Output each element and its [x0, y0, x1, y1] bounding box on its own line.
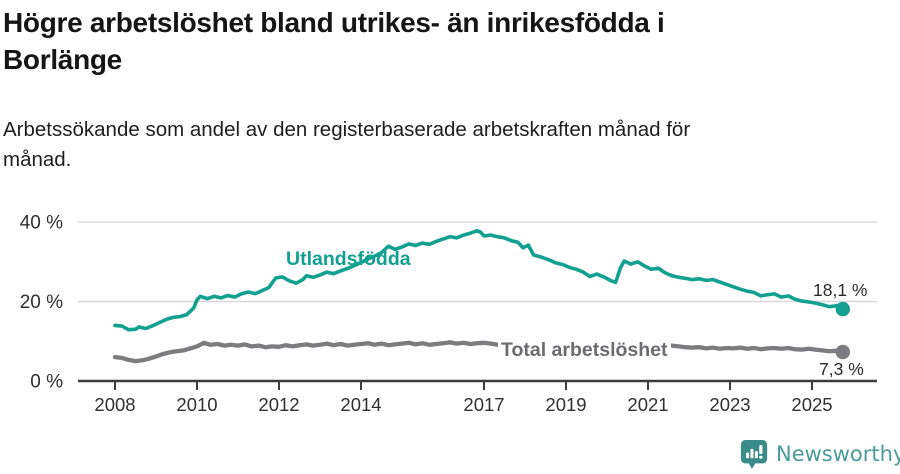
line-chart: 0 % 20 % 40 % 2008 2010 2012 2014 2017 2019 2021 2…	[20, 213, 877, 415]
brand-name: Newsworthy	[776, 442, 900, 466]
end-value-label-total: 7,3 %	[819, 359, 864, 379]
newsworthy-brand-link[interactable]: Newsworthy	[739, 438, 900, 470]
end-value-label-utlandsfodda: 18,1 %	[813, 280, 868, 300]
series-line-total	[112, 339, 845, 364]
chart-subtitle: Arbetssökande som andel av den registerb…	[3, 115, 843, 175]
chart-subtitle-line2: månad.	[3, 148, 72, 171]
series-line-utlandsfodda	[113, 228, 845, 332]
y-tick-label: 0 %	[30, 372, 63, 393]
chart-subtitle-line1: Arbetssökande som andel av den registerb…	[3, 118, 691, 141]
x-tick-label: 2010	[176, 394, 217, 415]
series-label-total-arbetsloshet: Total arbetslöshet	[498, 339, 671, 362]
page-title: Högre arbetslöshet bland utrikes- än inr…	[3, 4, 883, 78]
series-end-dot-total	[835, 344, 850, 360]
x-tick-label: 2017	[463, 394, 504, 415]
x-tick-label: 2025	[791, 394, 832, 415]
x-tick-label: 2014	[340, 394, 381, 415]
x-tick-label: 2019	[545, 394, 586, 415]
y-tick-label: 40 %	[20, 213, 63, 234]
x-tick-label: 2008	[94, 394, 135, 415]
chart-svg: 0 % 20 % 40 % 2008 2010 2012 2014 2017 2019 2021 2…	[20, 213, 877, 415]
page-title-line2: Borlänge	[3, 44, 122, 75]
series-end-dot-utlandsfodda	[835, 301, 850, 317]
series-label-utlandsfodda: Utlandsfödda	[286, 248, 411, 270]
x-tick-label: 2021	[627, 394, 668, 415]
newsworthy-logo-icon	[740, 439, 768, 469]
page-title-line1: Högre arbetslöshet bland utrikes- än inr…	[3, 7, 665, 38]
x-tick-label: 2012	[258, 394, 299, 415]
x-tick-label: 2023	[709, 394, 750, 415]
y-tick-label: 20 %	[20, 292, 63, 313]
